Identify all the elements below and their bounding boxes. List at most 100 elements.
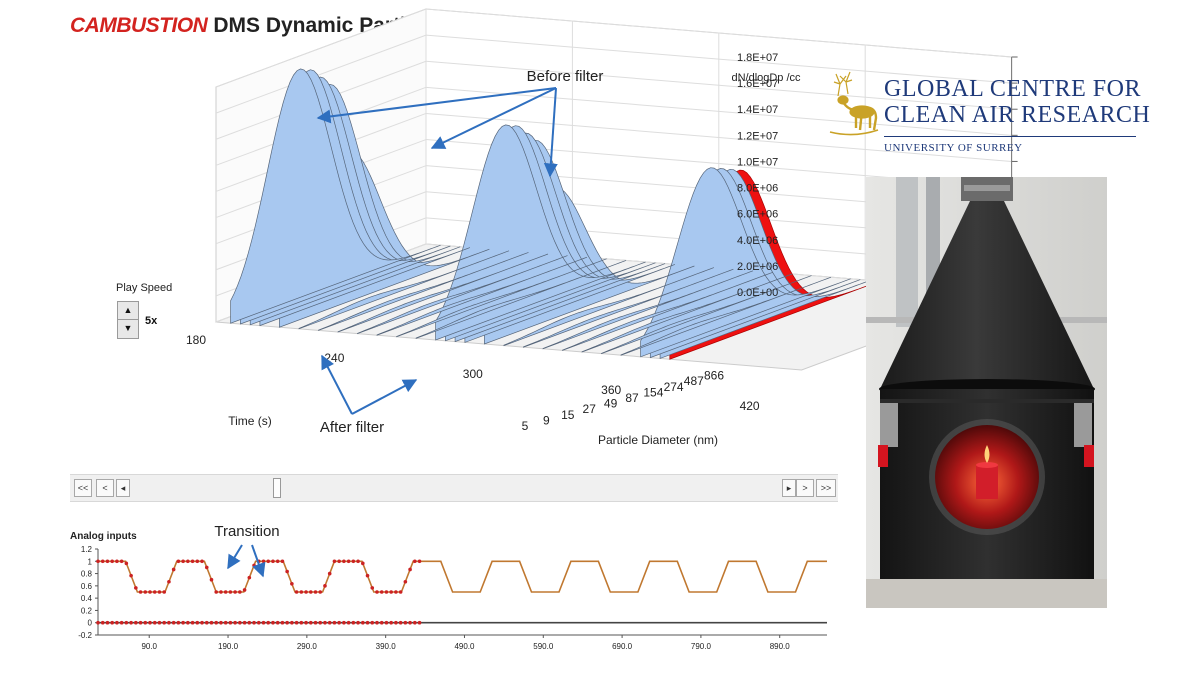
spectrum-slice xyxy=(454,132,666,343)
spectrum-slice xyxy=(581,273,793,353)
scroll-thumb[interactable] xyxy=(272,478,281,498)
diameter-tick-label: 154 xyxy=(643,385,663,399)
before-filter-arrow xyxy=(316,87,557,124)
spectrum-slice xyxy=(230,68,441,324)
play-speed-spinner[interactable]: ▲ ▼ xyxy=(117,301,139,339)
spectrum-slice xyxy=(249,76,461,326)
z-gridline-side xyxy=(215,217,427,297)
side-wall xyxy=(215,8,427,323)
spectrum-slice xyxy=(464,139,676,343)
last-button[interactable]: >> xyxy=(816,479,836,497)
spectrum-slice xyxy=(542,270,754,350)
z-tick-label: 1.8E+07 xyxy=(737,52,778,64)
z-tick-label: 1.6E+07 xyxy=(737,78,778,90)
diameter-tick-label: 27 xyxy=(583,402,597,416)
time-tick-label: 240 xyxy=(324,351,344,365)
z-gridline-side xyxy=(215,86,427,166)
diameter-tick-label: 274 xyxy=(664,380,684,394)
diameter-tick-label: 866 xyxy=(704,369,724,383)
analog-inputs-panel xyxy=(64,518,837,658)
spinner-up-button[interactable]: ▲ xyxy=(123,305,133,315)
first-button[interactable]: << xyxy=(74,479,92,497)
before-filter-arrow xyxy=(430,87,557,149)
z-tick-label: 1.4E+07 xyxy=(737,104,778,116)
time-tick-label: 180 xyxy=(186,333,206,347)
spectrum-slice xyxy=(259,84,471,327)
spectrum-slice xyxy=(523,268,734,348)
spectrum-slice xyxy=(649,168,861,359)
before-filter-arrow xyxy=(543,87,558,178)
spectrum-slice xyxy=(337,253,549,333)
scroll-left-button[interactable]: ◂ xyxy=(116,479,130,497)
time-scrollbar[interactable]: << < ◂ ▸ > >> xyxy=(70,474,838,502)
prev-button[interactable]: < xyxy=(96,479,114,497)
spectrum-slice xyxy=(396,258,607,338)
logo-subtitle: UNIVERSITY OF SURREY xyxy=(884,142,1023,154)
spectrum-slice xyxy=(240,69,451,325)
chamber-illustration xyxy=(866,177,1107,608)
stag-icon xyxy=(829,71,879,136)
time-tick-label: 420 xyxy=(740,399,760,413)
spectrum-slice xyxy=(669,169,880,360)
z-gridline-side xyxy=(215,34,427,114)
candle-chamber-photo xyxy=(866,177,1107,608)
time-tick-label: 300 xyxy=(463,367,483,381)
logo-line-2: CLEAN AIR RESEARCH xyxy=(884,102,1151,128)
z-tick-label: 6.0E+06 xyxy=(737,209,778,221)
z-gridline-side xyxy=(215,191,427,271)
spectrum-slice xyxy=(659,168,871,359)
chart-annotations: Before filter After filter xyxy=(316,68,604,436)
spectrum-slice xyxy=(503,267,715,347)
z-tick-label: 1.0E+07 xyxy=(737,156,778,168)
after-filter-arrow xyxy=(351,379,418,415)
after-filter-arrow xyxy=(321,354,353,415)
page-title: DMS Dynamic Particle Spectrum xyxy=(213,14,538,37)
spectrum-slice xyxy=(435,124,646,341)
play-speed-label: Play Speed xyxy=(116,282,173,294)
play-speed-value: 5x xyxy=(145,315,158,327)
z-tick-label: 0.0E+00 xyxy=(737,287,778,299)
z-gridline-side xyxy=(215,112,427,192)
next-button[interactable]: > xyxy=(796,479,814,497)
diameter-axis-label: Particle Diameter (nm) xyxy=(598,433,718,447)
spectrum-slice xyxy=(484,187,695,345)
z-tick-label: 2.0E+06 xyxy=(737,261,778,273)
spectrum-slice xyxy=(562,272,773,351)
app-header: CAMBUSTION DMS Dynamic Particle Spectrum xyxy=(70,14,538,38)
diameter-tick-label: 5 xyxy=(522,419,529,433)
cambustion-logo: CAMBUSTION xyxy=(70,14,208,37)
spectrum-slice xyxy=(620,276,832,356)
z-tick-label: 4.0E+06 xyxy=(737,235,778,247)
diameter-tick-label: 487 xyxy=(684,374,704,388)
spinner-down-button[interactable]: ▼ xyxy=(118,319,138,337)
diameter-tick-label: 87 xyxy=(625,391,639,405)
z-gridline-side xyxy=(215,243,427,323)
z-tick-label: 8.0E+06 xyxy=(737,183,778,195)
university-logo: GLOBAL CENTRE FOR CLEAN AIR RESEARCH UNI… xyxy=(826,62,1150,162)
spectrum-slice xyxy=(318,252,529,331)
logo-divider xyxy=(884,136,1136,137)
z-gridline-side xyxy=(215,60,427,140)
spectrum-slice xyxy=(415,260,627,339)
z-gridline-side xyxy=(215,165,427,245)
spectrum-slice xyxy=(279,150,490,328)
diameter-tick-label: 15 xyxy=(561,408,575,422)
chart-slices xyxy=(230,68,880,360)
z-tick-label: 1.2E+07 xyxy=(737,130,778,142)
before-filter-label: Before filter xyxy=(527,68,604,85)
spectrum-slice xyxy=(640,167,851,358)
spectrum-slice xyxy=(357,255,568,335)
time-tick-label: 360 xyxy=(601,383,621,397)
scroll-right-button[interactable]: ▸ xyxy=(782,479,796,497)
diameter-tick-label: 9 xyxy=(543,413,550,427)
z-axis-label: dN/dlogDp /cc xyxy=(731,72,801,84)
spectrum-slice xyxy=(376,256,588,336)
logo-line-1: GLOBAL CENTRE FOR xyxy=(884,76,1141,102)
spectrum-slice xyxy=(298,250,510,330)
time-axis-label: Time (s) xyxy=(228,414,272,428)
spectrum-slice xyxy=(445,125,656,342)
after-filter-label: After filter xyxy=(320,419,384,436)
spectrum-slice xyxy=(601,275,812,355)
z-gridline-side xyxy=(215,139,427,219)
